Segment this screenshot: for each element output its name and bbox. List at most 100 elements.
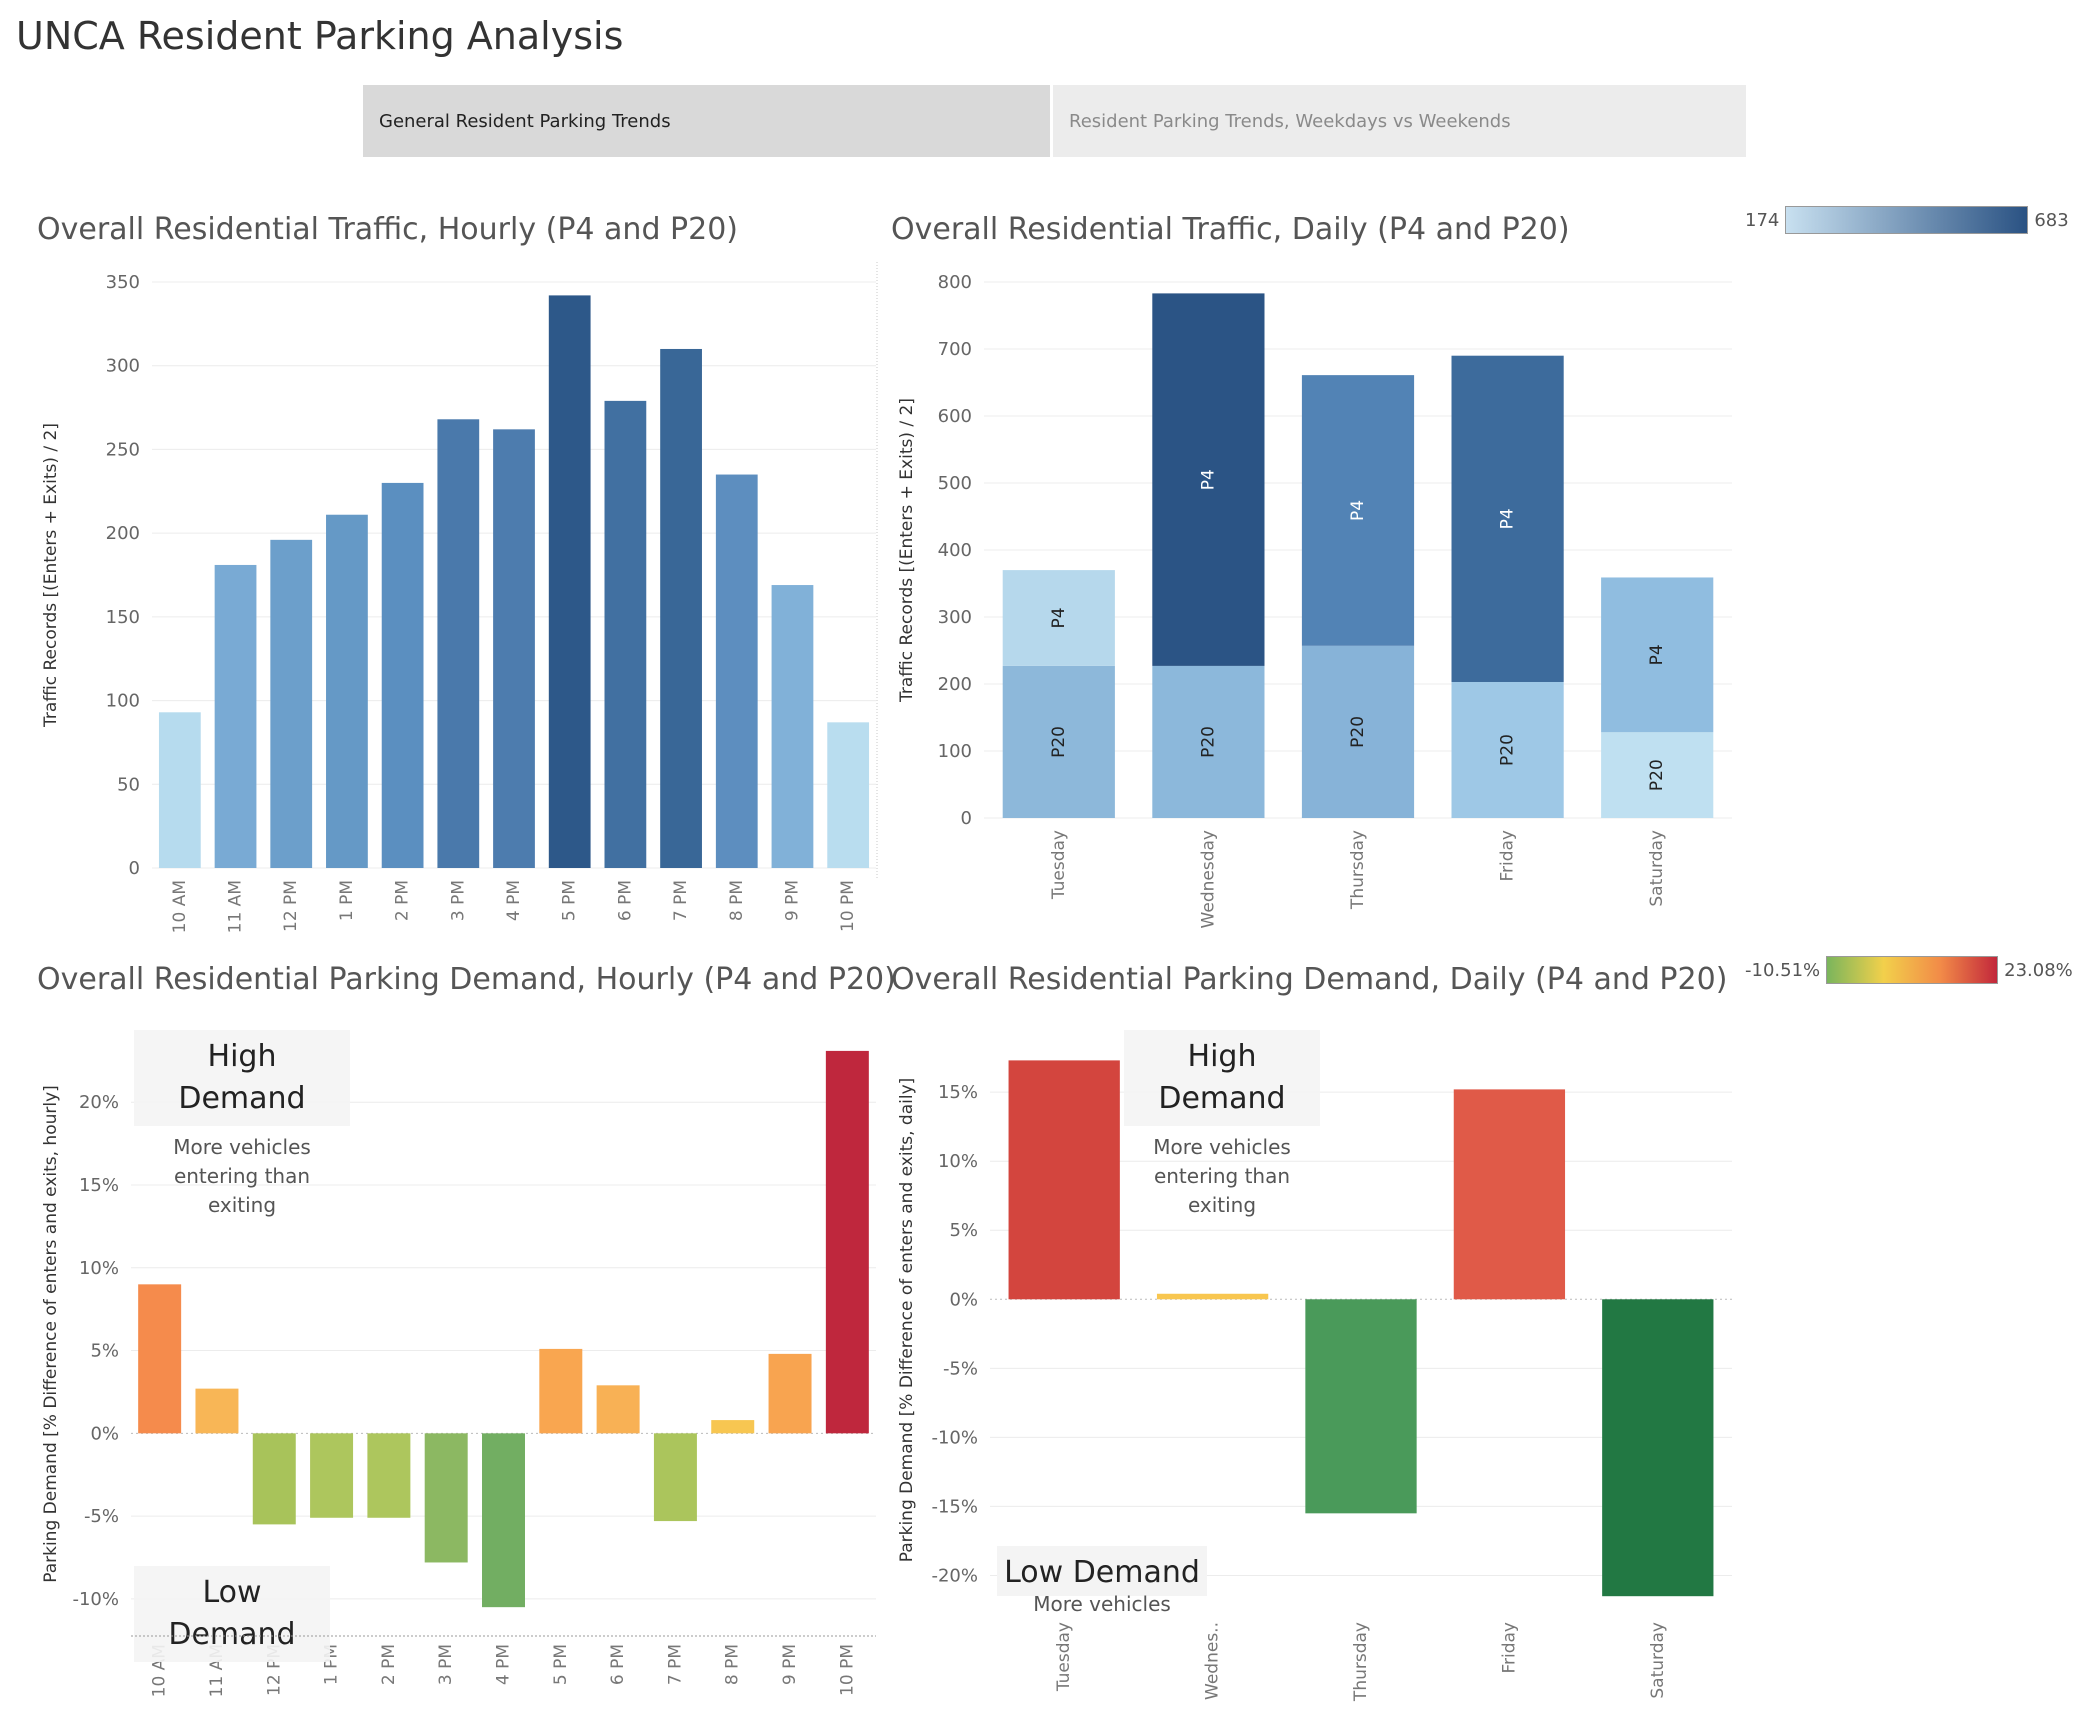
bar-11-am[interactable] (214, 564, 257, 868)
bar-saturday[interactable] (1602, 1299, 1714, 1597)
bar-12-pm[interactable] (270, 539, 313, 868)
bar-6-pm[interactable] (604, 400, 647, 868)
bar-9-pm[interactable] (771, 585, 814, 868)
y-tick-label: 200 (106, 523, 140, 544)
y-tick-label: 300 (106, 356, 140, 377)
x-tick-label: 12 PM (281, 880, 301, 932)
bar-7-pm[interactable] (653, 1433, 697, 1522)
x-tick-label: Tuesday (1054, 1622, 1074, 1692)
y-tick-label: 200 (938, 674, 972, 695)
high-demand-annotation-daily-title: Demand (1158, 1081, 1285, 1116)
tab-bar: General Resident Parking Trends Resident… (363, 85, 1746, 157)
y-tick-label: 15% (938, 1082, 978, 1103)
y-tick-label: 100 (106, 691, 140, 712)
y-tick-label: 10% (938, 1151, 978, 1172)
bar-p4-friday[interactable] (1451, 355, 1564, 682)
bar-3-pm[interactable] (424, 1433, 468, 1563)
bar-tuesday[interactable] (1008, 1060, 1120, 1300)
bar-10-am[interactable] (138, 1284, 182, 1434)
low-demand-annotation-title: Low (202, 1575, 261, 1610)
y-tick-label: 500 (938, 473, 972, 494)
segment-label: P4 (1198, 469, 1218, 490)
bar-5-pm[interactable] (539, 1348, 583, 1434)
segment-label: P20 (1198, 726, 1218, 758)
y-tick-label: 20% (79, 1092, 119, 1113)
bar-11-am[interactable] (195, 1388, 239, 1434)
bar-2-pm[interactable] (381, 482, 424, 868)
segment-label: P20 (1498, 734, 1518, 766)
bar-p20-wednesday[interactable] (1152, 665, 1265, 818)
high-demand-annotation-title: High (208, 1039, 277, 1074)
bar-6-pm[interactable] (596, 1385, 640, 1434)
bar-p20-friday[interactable] (1451, 681, 1564, 818)
bar-p20-thursday[interactable] (1301, 645, 1415, 818)
hourly-demand-title: Overall Residential Parking Demand, Hour… (37, 962, 896, 997)
y-axis-title: Parking Demand [% Difference of enters a… (897, 1078, 917, 1563)
x-tick-label: 10 PM (838, 880, 858, 932)
bar-p4-wednesday[interactable] (1152, 293, 1265, 666)
bar-9-pm[interactable] (768, 1353, 812, 1434)
bar-3-pm[interactable] (437, 419, 480, 868)
x-tick-label: 2 PM (393, 880, 413, 921)
bar-p4-saturday[interactable] (1601, 577, 1714, 733)
bar-5-pm[interactable] (548, 295, 591, 868)
y-tick-label: 100 (938, 741, 972, 762)
x-tick-label: 7 PM (671, 880, 691, 921)
segment-label: P20 (1049, 726, 1069, 758)
y-tick-label: 0% (90, 1423, 119, 1444)
y-tick-label: 5% (949, 1220, 978, 1241)
y-axis-title: Traffic Records [(Enters + Exits) / 2] (41, 423, 61, 728)
bar-p4-thursday[interactable] (1301, 375, 1415, 646)
bar-2-pm[interactable] (367, 1433, 411, 1518)
hourly_traffic-chart: 0 50 100 150 200 250 300 350 Traffic Records [(E… (41, 272, 876, 933)
demand-color-legend: -10.51% 23.08% (1745, 956, 2073, 984)
y-tick-label: -10% (931, 1427, 978, 1448)
traffic-legend-min: 174 (1745, 209, 1780, 231)
tab-general-trends[interactable]: General Resident Parking Trends (363, 85, 1053, 157)
bar-1-pm[interactable] (326, 514, 368, 868)
bar-thursday[interactable] (1305, 1299, 1417, 1514)
bar-7-pm[interactable] (660, 348, 702, 868)
bar-1-pm[interactable] (310, 1433, 354, 1518)
bar-p4-tuesday[interactable] (1002, 570, 1115, 666)
bar-10-pm[interactable] (825, 1050, 869, 1434)
high-demand-annotation-daily-text: More vehicles (1153, 1135, 1291, 1159)
y-tick-label: 0 (961, 808, 972, 829)
high-demand-annotation-text: entering than (174, 1164, 310, 1188)
segment-label: P4 (1049, 607, 1069, 628)
y-tick-label: 0 (129, 858, 140, 879)
high-demand-annotation-daily-text: entering than (1154, 1164, 1290, 1188)
x-tick-label: 3 PM (448, 880, 468, 921)
low-demand-annotation-title: Demand (168, 1617, 295, 1652)
x-tick-label: 4 PM (494, 1644, 514, 1685)
bar-10-pm[interactable] (827, 722, 870, 868)
bar-8-pm[interactable] (711, 1420, 755, 1434)
traffic-legend-max: 683 (2034, 209, 2069, 231)
tab-weekday-weekend-trends[interactable]: Resident Parking Trends, Weekdays vs Wee… (1053, 85, 1746, 157)
x-tick-label: 10 AM (170, 880, 190, 933)
demand-legend-max: 23.08% (2004, 959, 2073, 981)
y-axis-title: Parking Demand [% Difference of enters a… (41, 1085, 61, 1583)
bar-12-pm[interactable] (252, 1433, 296, 1525)
dashboard-title: UNCA Resident Parking Analysis (16, 14, 624, 58)
daily_traffic-chart: 0 100 200 300 400 500 600 700 800 Traffic Records… (897, 272, 1732, 928)
bar-10-am[interactable] (158, 712, 201, 868)
x-tick-label: Wednesday (1198, 830, 1218, 928)
bar-4-pm[interactable] (493, 429, 535, 868)
high-demand-annotation-daily-box (1124, 1030, 1320, 1126)
bar-friday[interactable] (1453, 1089, 1566, 1300)
x-tick-label: 4 PM (504, 880, 524, 921)
bar-p20-tuesday[interactable] (1002, 665, 1115, 818)
low-demand-annotation-daily-title: Low Demand (1004, 1555, 1200, 1590)
bar-8-pm[interactable] (715, 474, 758, 868)
bar-wednes-[interactable] (1156, 1293, 1269, 1300)
low-demand-annotation-daily-text: More vehicles (1033, 1592, 1171, 1616)
x-tick-label: Saturday (1647, 830, 1667, 907)
hourly_demand-chart: -10% -5% 0% 5% 10% 15% 20% Parking Demand [% Di… (41, 1030, 876, 1697)
x-tick-label: 11 AM (226, 880, 246, 933)
bar-p20-saturday[interactable] (1601, 732, 1714, 818)
bar-4-pm[interactable] (482, 1433, 525, 1608)
y-tick-label: 5% (90, 1341, 119, 1362)
high-demand-annotation-title: Demand (178, 1081, 305, 1116)
y-tick-label: 10% (79, 1258, 119, 1279)
